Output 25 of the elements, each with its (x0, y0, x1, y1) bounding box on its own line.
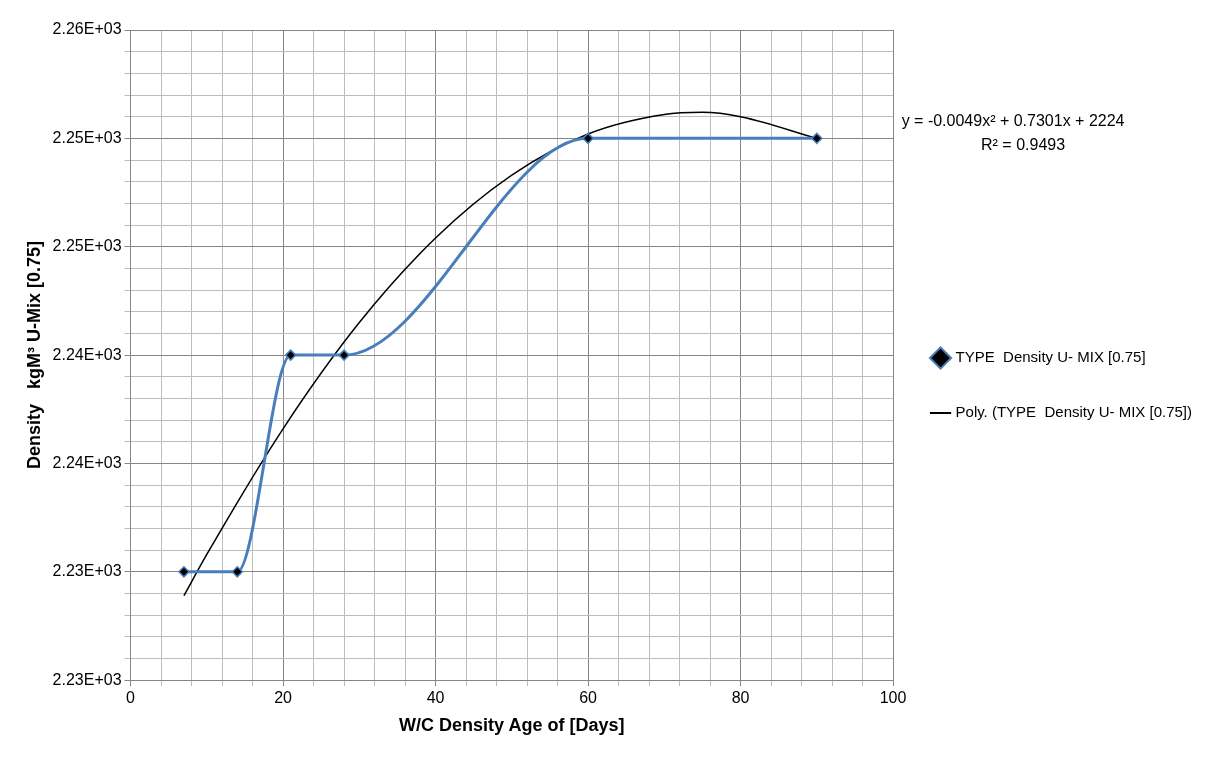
x-tick-label: 0 (126, 689, 136, 707)
point (284, 349, 297, 361)
y-tick-label: 2.25E+03 (52, 128, 122, 146)
point (178, 566, 190, 578)
x-tick-label: 80 (731, 689, 750, 707)
x-tick-label: 100 (879, 689, 907, 707)
point (338, 349, 350, 361)
y-tick-label: 2.25E+03 (52, 237, 122, 255)
y-tick-label: 2.23E+03 (52, 562, 122, 580)
y-axis-title: Density kgM³ U-Mix [0.75] (23, 241, 44, 470)
point (811, 132, 823, 145)
point (582, 132, 594, 145)
y-tick-label: 2.23E+03 (52, 670, 122, 688)
text: y = -0.0049x² + 0.7301x + 2224 (901, 112, 1125, 130)
x-tick-label: 60 (579, 689, 598, 707)
x-tick-label: 40 (426, 689, 445, 707)
legend-label: TYPE Density U- MIX [0.75] (955, 348, 1146, 366)
text: R² = 0.9493 (981, 136, 1066, 154)
x-axis-title: W/C Density Age of [Days] (399, 715, 625, 736)
y-tick-label: 2.24E+03 (52, 453, 122, 471)
y-tick-label: 2.24E+03 (52, 345, 122, 363)
legend-label: Poly. (TYPE Density U- MIX [0.75]) (955, 403, 1193, 421)
x-tick-label: 20 (274, 689, 293, 707)
y-tick-label: 2.26E+03 (52, 20, 122, 38)
point (231, 566, 244, 578)
